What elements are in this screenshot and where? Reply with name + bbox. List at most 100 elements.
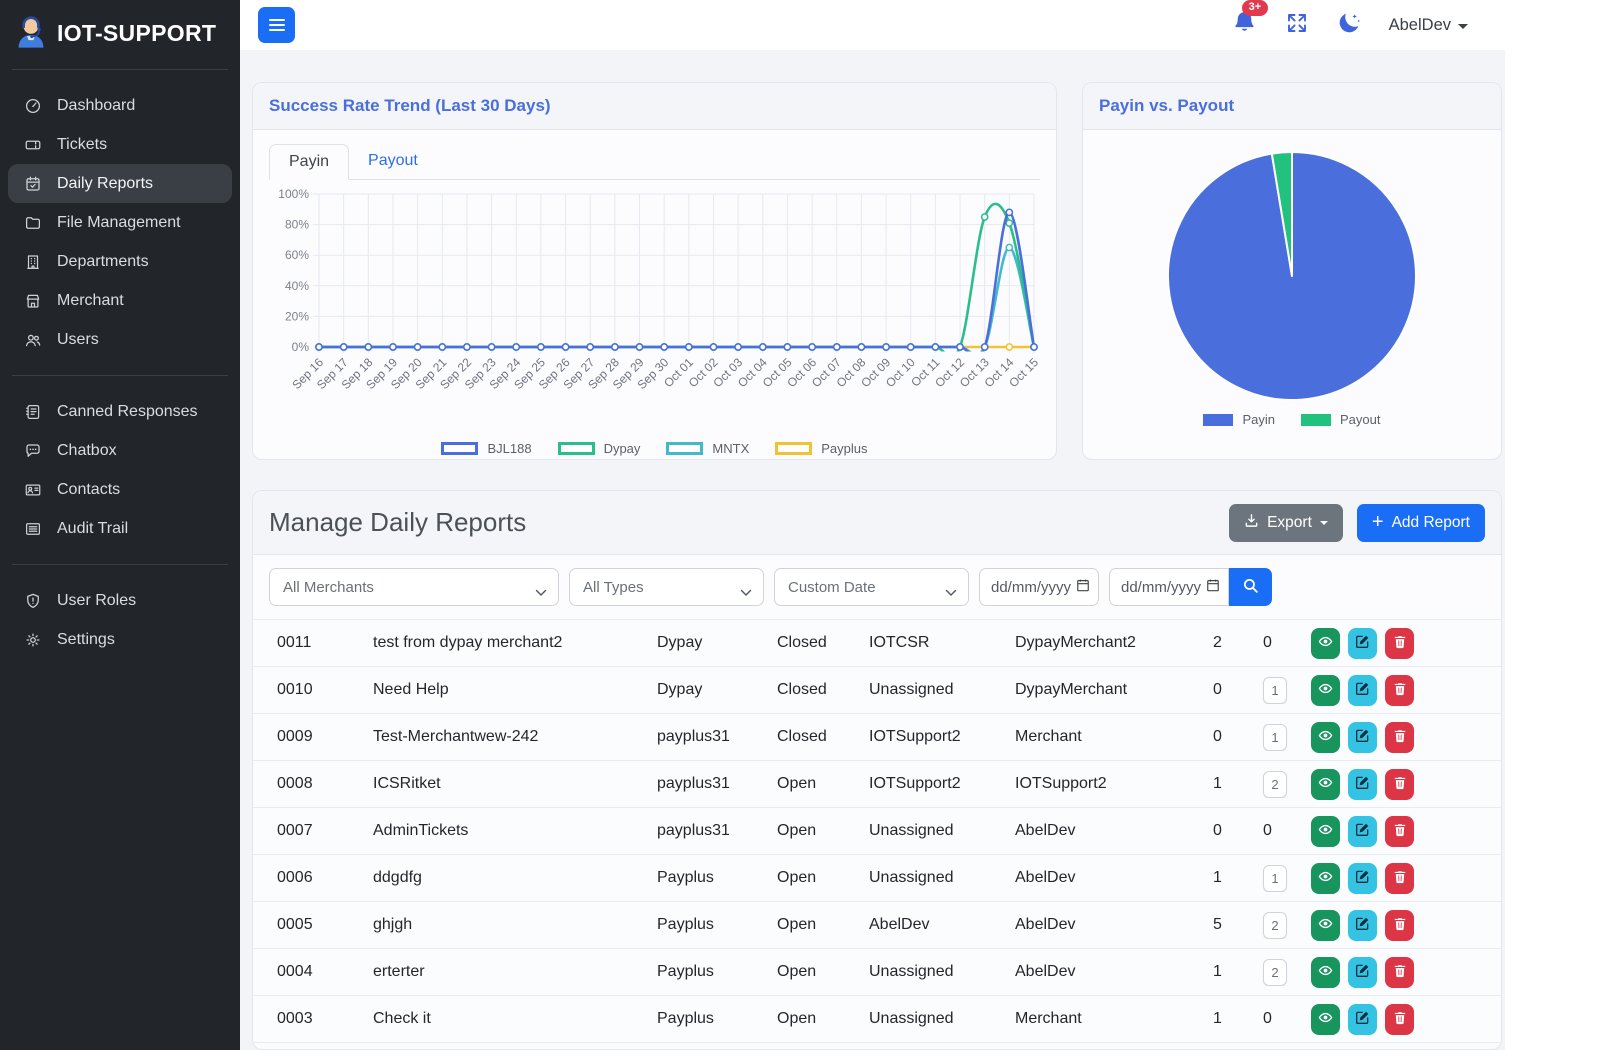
unread-count-button[interactable]: 2	[1263, 770, 1287, 798]
edit-report-button[interactable]	[1348, 862, 1377, 894]
delete-report-button[interactable]	[1385, 1003, 1414, 1035]
cell-subject[interactable]: ghjgh	[373, 916, 413, 933]
user-menu[interactable]: AbelDev	[1389, 16, 1468, 35]
cell-merchant: Payplus	[657, 963, 714, 980]
cell-actions	[1311, 674, 1501, 706]
edit-report-button[interactable]	[1348, 956, 1377, 988]
view-report-button[interactable]	[1311, 768, 1340, 800]
sidebar-item-merchant[interactable]: Merchant	[8, 281, 232, 320]
tab-payin[interactable]: Payin	[269, 144, 350, 180]
sidebar-item-chatbox[interactable]: Chatbox	[8, 431, 232, 470]
edit-icon	[1355, 775, 1370, 793]
cell-assigned-agent: Unassigned	[869, 869, 954, 886]
cell-status: Open	[777, 1010, 817, 1027]
view-report-button[interactable]	[1311, 627, 1340, 659]
caret-down-icon	[1458, 24, 1468, 29]
cell-subject[interactable]: AdminTickets	[373, 822, 469, 839]
cell-subject[interactable]: ICSRitket	[373, 775, 441, 792]
sidebar-divider	[12, 375, 228, 376]
tab-payout[interactable]: Payout	[368, 152, 418, 169]
view-report-button[interactable]	[1311, 909, 1340, 941]
edit-icon	[1355, 1010, 1370, 1028]
dark-mode-toggle[interactable]	[1336, 10, 1362, 41]
legend-swatch	[441, 442, 479, 455]
sidebar-item-label: Departments	[57, 252, 149, 270]
fullscreen-button[interactable]	[1285, 11, 1309, 40]
view-report-button[interactable]	[1311, 1003, 1340, 1035]
legend-item-mntx[interactable]: MNTX	[666, 441, 749, 456]
delete-report-button[interactable]	[1385, 909, 1414, 941]
sidebar-item-users[interactable]: Users	[8, 320, 232, 359]
export-button[interactable]: Export	[1229, 503, 1343, 542]
date-from-input[interactable]: dd/mm/yyyy	[979, 568, 1099, 606]
manage-title: Manage Daily Reports	[269, 507, 527, 537]
cell-unread: 0	[1253, 822, 1311, 840]
unread-count-button[interactable]: 2	[1263, 911, 1287, 939]
svg-text:20%: 20%	[285, 309, 309, 323]
delete-report-button[interactable]	[1385, 768, 1414, 800]
unread-count-button[interactable]: 1	[1263, 676, 1287, 704]
legend-item-payout[interactable]: Payout	[1301, 412, 1381, 427]
legend-item-dypay[interactable]: Dypay	[557, 441, 640, 456]
date-mode-select[interactable]: Custom Date	[774, 568, 969, 606]
sidebar-item-departments[interactable]: Departments	[8, 242, 232, 281]
unread-count-button[interactable]: 1	[1263, 864, 1287, 892]
sidebar-item-user-roles[interactable]: User Roles	[8, 581, 232, 620]
view-report-button[interactable]	[1311, 862, 1340, 894]
view-report-button[interactable]	[1311, 956, 1340, 988]
cell-subject[interactable]: Need Help	[373, 681, 449, 698]
delete-report-button[interactable]	[1385, 627, 1414, 659]
sidebar-item-audit-trail[interactable]: Audit Trail	[8, 509, 232, 548]
date-to-input[interactable]: dd/mm/yyyy	[1109, 568, 1229, 606]
cell-subject[interactable]: Test-Merchantwew-242	[373, 728, 539, 745]
sidebar-item-contacts[interactable]: Contacts	[8, 470, 232, 509]
delete-report-button[interactable]	[1385, 815, 1414, 847]
edit-report-button[interactable]	[1348, 909, 1377, 941]
menu-toggle-button[interactable]	[258, 7, 295, 43]
sidebar-item-tickets[interactable]: Tickets	[8, 125, 232, 164]
search-button[interactable]	[1229, 568, 1272, 606]
edit-report-button[interactable]	[1348, 815, 1377, 847]
type-filter-select[interactable]: All Types	[569, 568, 764, 606]
add-report-button[interactable]: + Add Report	[1356, 503, 1485, 542]
unread-count-button[interactable]: 1	[1263, 723, 1287, 751]
merchant-filter-select[interactable]: All Merchants	[269, 568, 559, 606]
view-report-button[interactable]	[1311, 721, 1340, 753]
sidebar-item-daily-reports[interactable]: Daily Reports	[8, 164, 232, 203]
legend-item-payin[interactable]: Payin	[1203, 412, 1275, 427]
delete-report-button[interactable]	[1385, 956, 1414, 988]
legend-item-payplus[interactable]: Payplus	[775, 441, 868, 456]
cell-assigned-agent: Unassigned	[869, 963, 954, 980]
manage-header: Manage Daily Reports Export + Add Report	[253, 491, 1501, 555]
delete-report-button[interactable]	[1385, 721, 1414, 753]
edit-report-button[interactable]	[1348, 627, 1377, 659]
edit-report-button[interactable]	[1348, 721, 1377, 753]
cell-reply-count: 2	[1213, 634, 1222, 651]
edit-report-button[interactable]	[1348, 1003, 1377, 1035]
edit-report-button[interactable]	[1348, 674, 1377, 706]
view-report-button[interactable]	[1311, 815, 1340, 847]
cell-merchant: payplus31	[657, 822, 730, 839]
cell-subject[interactable]: test from dypay merchant2	[373, 634, 563, 651]
cell-owner: Merchant	[1015, 728, 1082, 745]
sidebar-item-canned-responses[interactable]: Canned Responses	[8, 392, 232, 431]
sidebar-item-dashboard[interactable]: Dashboard	[8, 86, 232, 125]
trash-icon	[1393, 729, 1407, 746]
cell-subject[interactable]: erterter	[373, 963, 425, 980]
view-report-button[interactable]	[1311, 674, 1340, 706]
chevron-down-icon	[740, 584, 752, 601]
legend-item-bjl188[interactable]: BJL188	[441, 441, 532, 456]
cell-subject[interactable]: ddgdfg	[373, 869, 422, 886]
sidebar-item-settings[interactable]: Settings	[8, 620, 232, 659]
building-icon	[24, 253, 42, 271]
cell-unread: 2	[1253, 911, 1311, 939]
notifications-button[interactable]: 3+	[1231, 0, 1269, 41]
sidebar-item-file-management[interactable]: File Management	[8, 203, 232, 242]
brand: IOT-SUPPORT	[0, 0, 240, 65]
unread-count-button[interactable]: 2	[1263, 958, 1287, 986]
delete-report-button[interactable]	[1385, 862, 1414, 894]
cell-subject[interactable]: Check it	[373, 1010, 431, 1027]
delete-report-button[interactable]	[1385, 674, 1414, 706]
main-area: 3+	[240, 0, 1600, 1050]
edit-report-button[interactable]	[1348, 768, 1377, 800]
